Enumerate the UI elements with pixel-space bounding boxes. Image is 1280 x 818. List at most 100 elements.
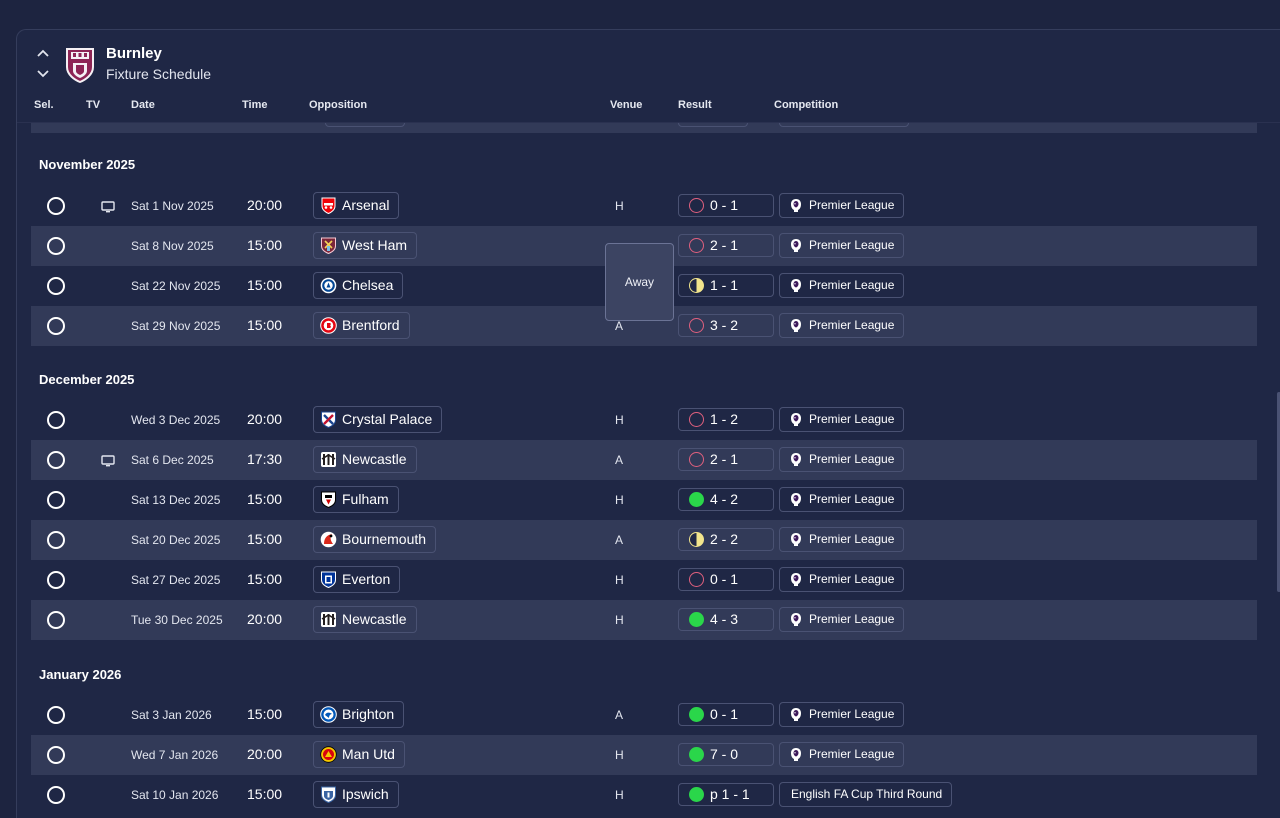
- select-radio[interactable]: [47, 451, 65, 469]
- competition-name: Premier League: [809, 452, 895, 466]
- select-radio[interactable]: [47, 571, 65, 589]
- fixture-time: 15:00: [247, 491, 283, 507]
- column-header-sel[interactable]: Sel.: [34, 99, 54, 111]
- select-radio[interactable]: [47, 411, 65, 429]
- result-chip[interactable]: 2 - 1: [678, 234, 774, 257]
- opposition-chip[interactable]: Everton: [313, 566, 401, 593]
- select-radio[interactable]: [47, 611, 65, 629]
- fixture-date: Sat 3 Jan 2026: [131, 708, 212, 722]
- opposition-name: Fulham: [342, 491, 389, 507]
- opposition-name: Brighton: [342, 706, 395, 722]
- chevron-up-icon[interactable]: [37, 49, 51, 61]
- opposition-chip[interactable]: Bournemouth: [313, 526, 437, 553]
- column-header-result[interactable]: Result: [678, 99, 712, 111]
- result-chip[interactable]: 4 - 3: [678, 608, 774, 631]
- result-score: 2 - 2: [710, 531, 739, 547]
- opposition-chip[interactable]: West Ham: [313, 232, 418, 259]
- venue-tooltip: Away: [605, 243, 674, 321]
- select-radio[interactable]: [47, 277, 65, 295]
- opposition-chip[interactable]: Fulham: [313, 486, 399, 513]
- result-chip[interactable]: 1 - 1: [678, 274, 774, 297]
- win-indicator-icon: [689, 492, 704, 507]
- opposition-chip[interactable]: Brentford: [313, 312, 410, 339]
- fixture-time: 20:00: [247, 611, 283, 627]
- table-row[interactable]: Tue 30 Dec 2025 20:00 Newcastle H 4 - 3 Premi…: [31, 600, 1257, 640]
- opposition-chip[interactable]: Ipswich: [313, 781, 399, 808]
- select-radio[interactable]: [47, 786, 65, 804]
- opposition-chip[interactable]: Newcastle: [313, 606, 417, 633]
- fixture-venue: A: [615, 319, 624, 333]
- man-utd-badge-icon: [320, 746, 337, 763]
- result-chip[interactable]: 0 - 1: [678, 568, 774, 591]
- opposition-chip[interactable]: Newcastle: [313, 446, 417, 473]
- select-radio[interactable]: [47, 706, 65, 724]
- competition-chip[interactable]: Premier League: [779, 527, 905, 552]
- select-radio[interactable]: [47, 491, 65, 509]
- competition-chip[interactable]: English FA Cup Third Round: [779, 782, 953, 807]
- result-chip[interactable]: 7 - 0: [678, 743, 774, 766]
- competition-chip[interactable]: Premier League: [779, 567, 905, 592]
- select-radio[interactable]: [47, 197, 65, 215]
- column-header-venue[interactable]: Venue: [610, 99, 643, 111]
- opposition-chip[interactable]: Man Utd: [313, 741, 405, 768]
- column-header-tv[interactable]: TV: [86, 99, 101, 111]
- table-row[interactable]: Wed 7 Jan 2026 20:00 Man Utd H 7 - 0 Premier …: [31, 735, 1257, 775]
- chelsea-badge-icon: [320, 277, 337, 294]
- chevron-down-icon[interactable]: [37, 70, 51, 82]
- competition-chip[interactable]: Premier League: [779, 742, 905, 767]
- select-radio[interactable]: [47, 531, 65, 549]
- opposition-name: Man Utd: [342, 746, 395, 762]
- loss-indicator-icon: [689, 412, 704, 427]
- fixture-date: Sat 27 Dec 2025: [131, 573, 221, 587]
- opposition-name: Everton: [342, 571, 391, 587]
- newcastle-badge-icon: [320, 451, 337, 468]
- opposition-chip[interactable]: Brighton: [313, 701, 405, 728]
- column-header-time[interactable]: Time: [242, 99, 268, 111]
- fixture-date: Wed 3 Dec 2025: [131, 413, 221, 427]
- competition-chip[interactable]: Premier League: [779, 607, 905, 632]
- result-chip[interactable]: 2 - 2: [678, 528, 774, 551]
- select-radio[interactable]: [47, 237, 65, 255]
- competition-name: Premier League: [809, 318, 895, 332]
- opposition-chip[interactable]: Chelsea: [313, 272, 404, 299]
- table-row[interactable]: Sat 13 Dec 2025 15:00 Fulham H 4 - 2 Premier …: [31, 480, 1257, 520]
- table-row[interactable]: Sat 3 Jan 2026 15:00 Brighton A 0 - 1 Premier…: [31, 695, 1257, 735]
- competition-name: English FA Cup Third Round: [791, 787, 943, 801]
- premier-league-lion-icon: [789, 747, 803, 762]
- competition-chip[interactable]: Premier League: [779, 193, 905, 218]
- result-chip[interactable]: 1 - 2: [678, 408, 774, 431]
- opposition-name: Chelsea: [342, 277, 394, 293]
- column-header-competition[interactable]: Competition: [774, 99, 839, 111]
- table-row[interactable]: Wed 3 Dec 2025 20:00 Crystal Palace H 1 - 2 P…: [31, 400, 1257, 440]
- competition-chip[interactable]: Premier League: [779, 313, 905, 338]
- result-chip[interactable]: p 1 - 1: [678, 783, 774, 806]
- result-chip[interactable]: 0 - 1: [678, 194, 774, 217]
- competition-name: Premier League: [809, 198, 895, 212]
- column-header-opposition[interactable]: Opposition: [309, 99, 368, 111]
- competition-chip[interactable]: Premier League: [779, 702, 905, 727]
- competition-chip[interactable]: Premier League: [779, 233, 905, 258]
- table-row[interactable]: Sat 22 Nov 2025 15:00 Chelsea 1 - 1 Premier …: [31, 266, 1257, 306]
- fixture-venue: H: [615, 748, 624, 762]
- opposition-chip[interactable]: Arsenal: [313, 192, 400, 219]
- table-row[interactable]: Sat 27 Dec 2025 15:00 Everton H 0 - 1 Premier…: [31, 560, 1257, 600]
- table-row[interactable]: Sat 20 Dec 2025 15:00 Bournemouth A 2 - 2 Pre…: [31, 520, 1257, 560]
- result-chip[interactable]: 2 - 1: [678, 448, 774, 471]
- competition-chip[interactable]: Premier League: [779, 273, 905, 298]
- competition-chip[interactable]: Premier League: [779, 407, 905, 432]
- result-chip[interactable]: 4 - 2: [678, 488, 774, 511]
- competition-chip[interactable]: Premier League: [779, 447, 905, 472]
- fixture-date: Sat 10 Jan 2026: [131, 788, 219, 802]
- fixture-list[interactable]: November 2025 December 2025 January 2026…: [17, 123, 1265, 818]
- result-chip[interactable]: 0 - 1: [678, 703, 774, 726]
- table-row[interactable]: Sat 1 Nov 2025 20:00 Arsenal H 0 - 1 Premier …: [31, 186, 1257, 226]
- select-radio[interactable]: [47, 746, 65, 764]
- result-chip[interactable]: 3 - 2: [678, 314, 774, 337]
- table-row[interactable]: Sat 6 Dec 2025 17:30 Newcastle A 2 - 1 Premie…: [31, 440, 1257, 480]
- column-header-date[interactable]: Date: [131, 99, 155, 111]
- opposition-chip[interactable]: Crystal Palace: [313, 406, 443, 433]
- select-radio[interactable]: [47, 317, 65, 335]
- competition-chip[interactable]: Premier League: [779, 487, 905, 512]
- scrollbar-thumb[interactable]: [1277, 392, 1280, 592]
